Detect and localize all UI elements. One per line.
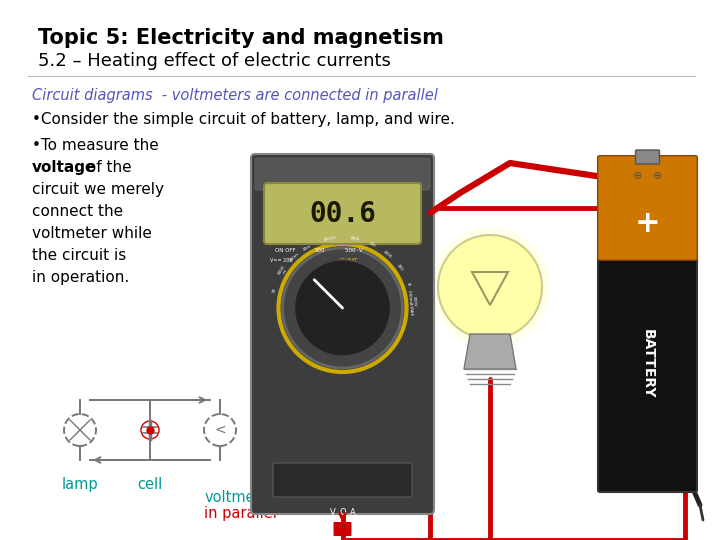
Text: connect the: connect the — [32, 204, 123, 219]
Text: circuit we merely: circuit we merely — [32, 182, 164, 197]
Circle shape — [430, 227, 550, 347]
Text: in parallel: in parallel — [204, 506, 276, 521]
Polygon shape — [464, 334, 516, 369]
Text: 5.2 – Heating effect of electric currents: 5.2 – Heating effect of electric current… — [38, 52, 391, 70]
Text: 20000: 20000 — [323, 236, 337, 242]
Text: of the: of the — [82, 160, 132, 175]
Circle shape — [438, 235, 542, 339]
Text: +: + — [635, 208, 660, 238]
Text: 200: 200 — [396, 264, 404, 272]
Text: Circuit diagrams  - voltmeters are connected in parallel: Circuit diagrams - voltmeters are connec… — [32, 88, 438, 103]
Text: A: A — [406, 282, 410, 286]
Text: 9V BAT: 9V BAT — [340, 258, 357, 263]
FancyBboxPatch shape — [264, 183, 421, 244]
Text: V: V — [330, 508, 336, 517]
FancyBboxPatch shape — [333, 522, 351, 536]
Text: 200k: 200k — [349, 236, 360, 242]
Text: <: < — [214, 423, 226, 437]
Text: 20: 20 — [272, 287, 277, 293]
Text: 500V
200mA MAX: 500V 200mA MAX — [407, 289, 418, 315]
Text: •Consider the simple circuit of battery, lamp, and wire.: •Consider the simple circuit of battery,… — [32, 112, 455, 127]
Text: O: O — [339, 508, 346, 517]
Text: voltmeter: voltmeter — [204, 490, 276, 505]
Text: ⊕: ⊕ — [633, 171, 642, 181]
FancyBboxPatch shape — [636, 150, 660, 164]
FancyBboxPatch shape — [251, 154, 434, 514]
Text: 500: 500 — [315, 248, 325, 253]
Circle shape — [294, 260, 390, 356]
Text: ⊕: ⊕ — [653, 171, 662, 181]
Text: ON OFF: ON OFF — [275, 248, 296, 253]
Text: A: A — [350, 508, 356, 517]
Text: cell: cell — [138, 477, 163, 492]
Text: the circuit is: the circuit is — [32, 248, 126, 263]
FancyBboxPatch shape — [273, 463, 412, 497]
FancyBboxPatch shape — [598, 156, 697, 492]
Text: V== 200: V== 200 — [270, 258, 292, 263]
FancyBboxPatch shape — [255, 158, 430, 190]
Text: Topic 5: Electricity and magnetism: Topic 5: Electricity and magnetism — [38, 28, 444, 48]
Text: BATTERY: BATTERY — [641, 329, 654, 399]
FancyBboxPatch shape — [598, 156, 697, 260]
Text: 500  V: 500 V — [345, 248, 363, 253]
Text: voltmeter while: voltmeter while — [32, 226, 152, 241]
Text: 20k: 20k — [368, 241, 377, 248]
Text: 2000: 2000 — [382, 249, 393, 259]
Text: voltage: voltage — [32, 160, 96, 175]
Text: lamp: lamp — [62, 477, 99, 492]
Text: 2000
m: 2000 m — [276, 264, 289, 278]
Text: 200m: 200m — [289, 251, 300, 262]
Text: in operation.: in operation. — [32, 270, 130, 285]
Circle shape — [282, 248, 402, 368]
Text: •To measure the: •To measure the — [32, 138, 158, 153]
Text: 00.6: 00.6 — [309, 199, 376, 227]
Text: 20m: 20m — [302, 244, 312, 252]
